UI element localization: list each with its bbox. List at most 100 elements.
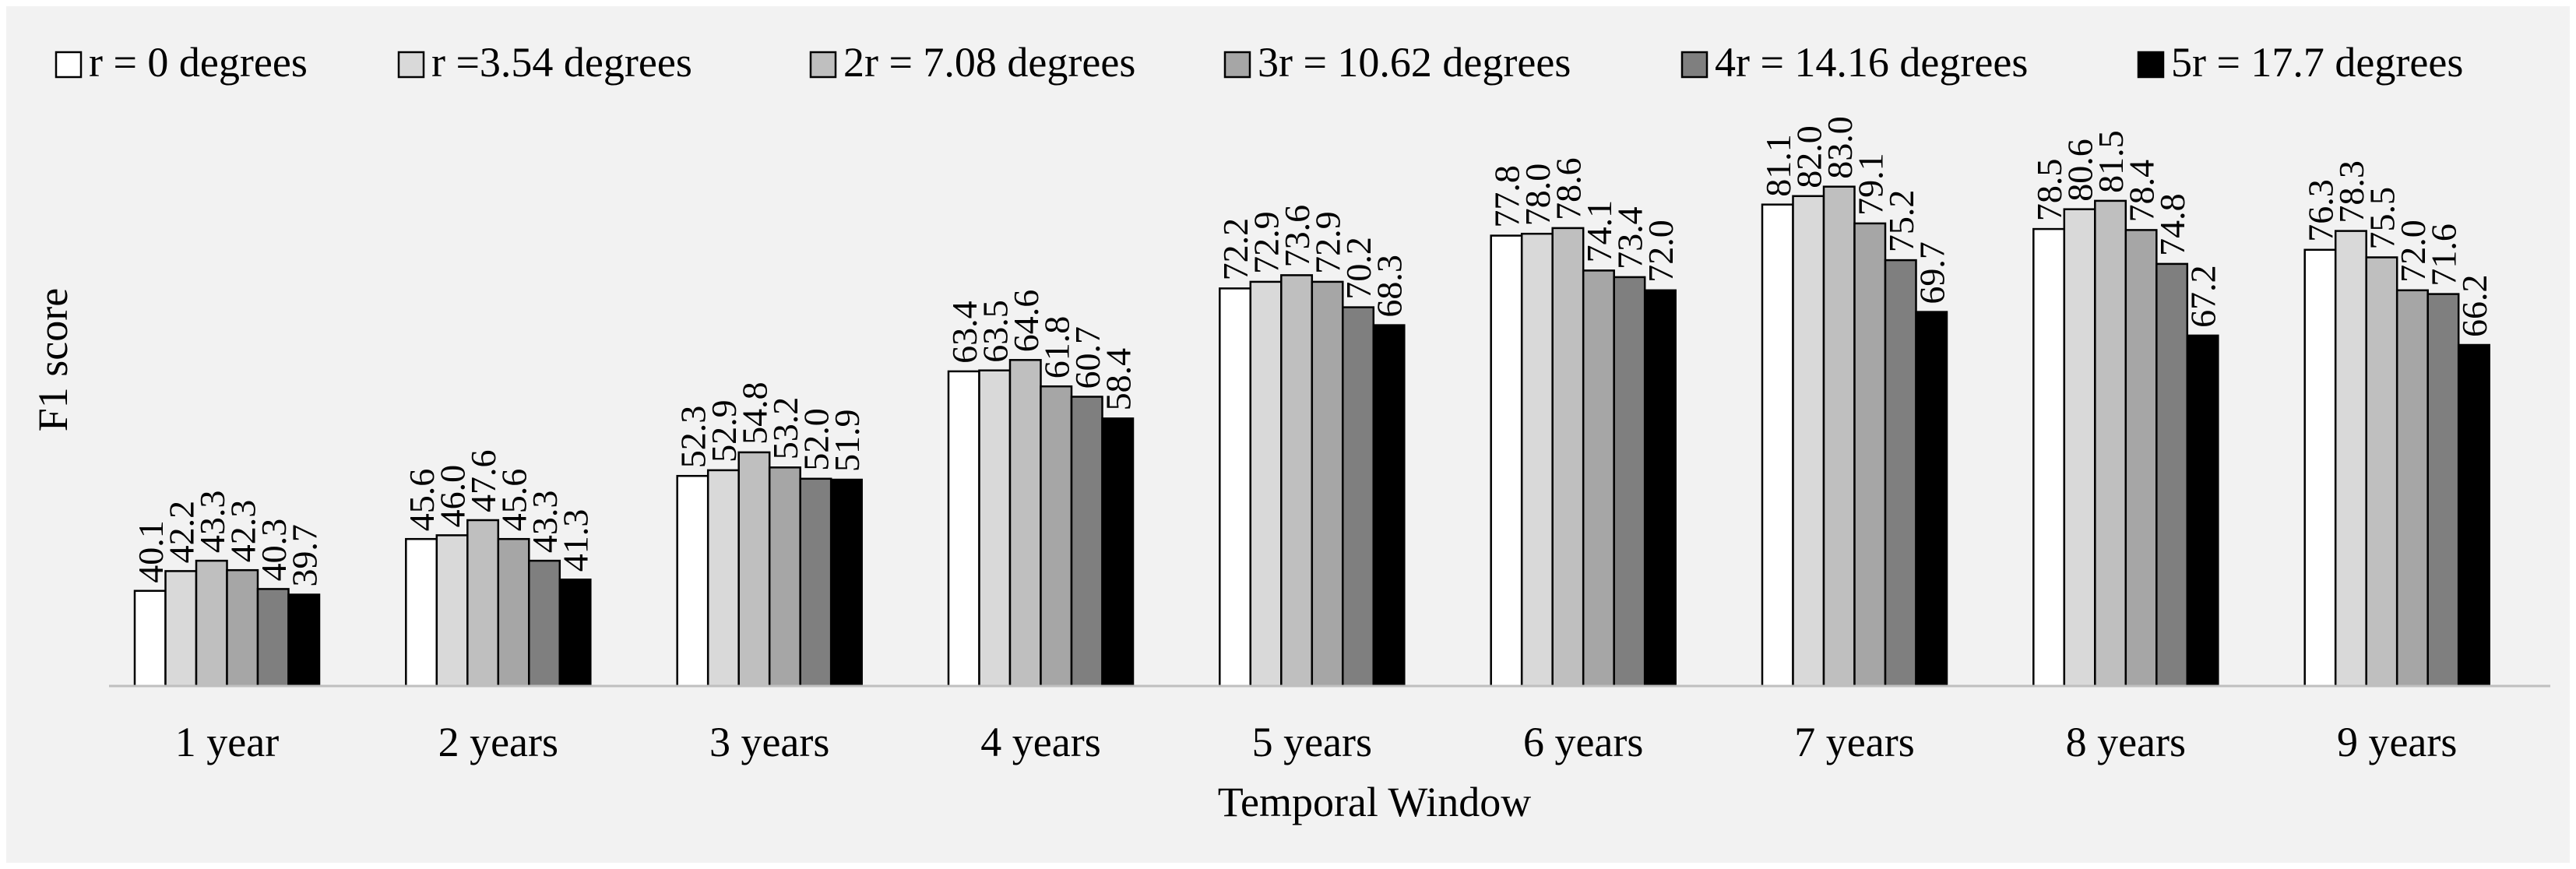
value-label-6-8: 67.2 xyxy=(2184,265,2223,328)
bar-2-1 xyxy=(164,570,198,688)
value-label-4-1: 42.3 xyxy=(223,500,262,563)
value-label-2-1: 42.2 xyxy=(161,501,201,564)
y-axis-title: F1 score xyxy=(30,288,76,431)
bar-1-1 xyxy=(133,589,167,688)
bar-1-5 xyxy=(1219,287,1252,688)
x-tick-label: 1 year xyxy=(175,719,279,765)
value-label-3-1: 43.3 xyxy=(192,491,232,554)
bars-group xyxy=(133,185,2490,688)
bar-2-2 xyxy=(435,534,469,688)
value-label-1-9: 76.3 xyxy=(2300,179,2340,242)
value-label-5-1: 40.3 xyxy=(254,519,294,582)
value-labels-group: 40.142.243.342.340.339.745.646.047.645.6… xyxy=(131,116,2494,586)
bar-2-4 xyxy=(978,369,1012,688)
bar-3-4 xyxy=(1008,359,1042,688)
x-axis-title: Temporal Window xyxy=(1218,779,1531,825)
legend-label-3: 2r = 7.08 degrees xyxy=(843,39,1135,86)
bar-6-7 xyxy=(1915,311,1948,688)
bar-5-8 xyxy=(2155,262,2189,688)
bar-2-6 xyxy=(1520,232,1554,688)
value-label-3-9: 75.5 xyxy=(2362,187,2402,250)
bar-6-4 xyxy=(1101,417,1135,688)
legend: r = 0 degrees r =3.54 degrees 2r = 7.08 de… xyxy=(55,39,2463,86)
value-label-6-2: 41.3 xyxy=(556,509,596,572)
value-label-5-7: 75.2 xyxy=(1881,190,1921,253)
value-label-2-4: 63.5 xyxy=(975,300,1015,363)
bar-1-3 xyxy=(676,474,709,688)
value-label-2-9: 78.3 xyxy=(2331,160,2371,223)
x-tick-label: 4 years xyxy=(980,719,1100,765)
value-label-1-2: 45.6 xyxy=(402,469,442,532)
value-label-6-3: 51.9 xyxy=(827,410,867,473)
bar-5-3 xyxy=(799,477,832,688)
legend-swatch-3 xyxy=(809,51,837,79)
value-label-5-6: 73.4 xyxy=(1610,206,1649,269)
value-label-2-6: 78.0 xyxy=(1518,164,1557,227)
value-label-5-3: 52.0 xyxy=(796,408,836,471)
x-tick-labels-group: 1 year 2 years 3 years 4 years 5 years 6 year… xyxy=(175,719,2458,765)
value-label-4-3: 53.2 xyxy=(765,397,805,460)
bar-1-7 xyxy=(1761,203,1794,688)
x-tick-label: 3 years xyxy=(709,719,829,765)
value-label-6-1: 39.7 xyxy=(284,524,324,587)
value-label-4-8: 78.4 xyxy=(2122,160,2162,223)
value-label-4-9: 72.0 xyxy=(2393,220,2433,283)
value-label-3-4: 64.6 xyxy=(1006,290,1046,353)
value-label-3-3: 54.8 xyxy=(734,382,774,445)
legend-swatch-2 xyxy=(397,51,425,79)
bar-5-2 xyxy=(528,559,561,688)
bar-3-6 xyxy=(1551,227,1585,688)
bar-6-3 xyxy=(829,478,863,688)
value-label-3-6: 78.6 xyxy=(1548,157,1588,220)
value-label-6-5: 68.3 xyxy=(1370,255,1409,318)
value-label-1-4: 63.4 xyxy=(945,301,984,364)
bar-2-7 xyxy=(1792,195,1825,688)
bar-5-4 xyxy=(1070,396,1103,688)
value-label-6-4: 58.4 xyxy=(1098,348,1138,411)
value-label-1-8: 78.5 xyxy=(2029,159,2069,222)
legend-label-2: r =3.54 degrees xyxy=(431,39,692,86)
value-label-2-3: 52.9 xyxy=(704,399,744,463)
bar-5-9 xyxy=(2426,293,2460,688)
legend-label-6: 5r = 17.7 degrees xyxy=(2171,39,2463,86)
bar-4-9 xyxy=(2395,289,2429,688)
bar-2-9 xyxy=(2334,230,2367,688)
value-label-2-2: 46.0 xyxy=(433,465,473,528)
bar-2-5 xyxy=(1249,280,1283,688)
bar-6-1 xyxy=(287,593,321,688)
bar-1-2 xyxy=(405,537,438,688)
value-label-1-7: 81.1 xyxy=(1758,134,1798,197)
bar-4-3 xyxy=(768,466,801,688)
value-label-1-3: 52.3 xyxy=(673,406,713,469)
value-label-4-6: 74.1 xyxy=(1579,200,1619,263)
value-label-4-2: 45.6 xyxy=(494,469,534,532)
legend-swatch-5 xyxy=(1680,51,1709,79)
value-label-1-1: 40.1 xyxy=(131,520,171,583)
x-tick-label: 9 years xyxy=(2337,719,2457,765)
bar-3-8 xyxy=(2094,199,2127,688)
value-label-6-6: 72.0 xyxy=(1641,220,1680,283)
x-tick-label: 7 years xyxy=(1794,719,1914,765)
x-tick-label: 5 years xyxy=(1252,719,1372,765)
value-label-2-7: 82.0 xyxy=(1789,125,1828,188)
bar-4-1 xyxy=(226,568,259,688)
bar-2-3 xyxy=(706,469,740,688)
value-label-6-7: 69.7 xyxy=(1912,241,1951,304)
bar-6-6 xyxy=(1643,289,1677,688)
bar-1-9 xyxy=(2303,248,2337,688)
value-label-5-5: 70.2 xyxy=(1339,237,1378,300)
bar-2-8 xyxy=(2063,208,2096,688)
bar-6-5 xyxy=(1372,324,1406,688)
value-label-5-9: 71.6 xyxy=(2423,223,2463,287)
value-label-4-7: 79.1 xyxy=(1850,153,1890,216)
bar-3-9 xyxy=(2365,256,2398,688)
x-tick-label: 6 years xyxy=(1523,719,1643,765)
bar-5-1 xyxy=(256,588,290,688)
bar-5-6 xyxy=(1613,276,1646,688)
x-tick-label: 2 years xyxy=(438,719,558,765)
value-label-5-8: 74.8 xyxy=(2152,193,2192,256)
bar-6-2 xyxy=(558,579,592,688)
bar-3-5 xyxy=(1280,274,1314,688)
value-label-2-8: 80.6 xyxy=(2060,139,2100,202)
bar-5-5 xyxy=(1342,306,1375,688)
